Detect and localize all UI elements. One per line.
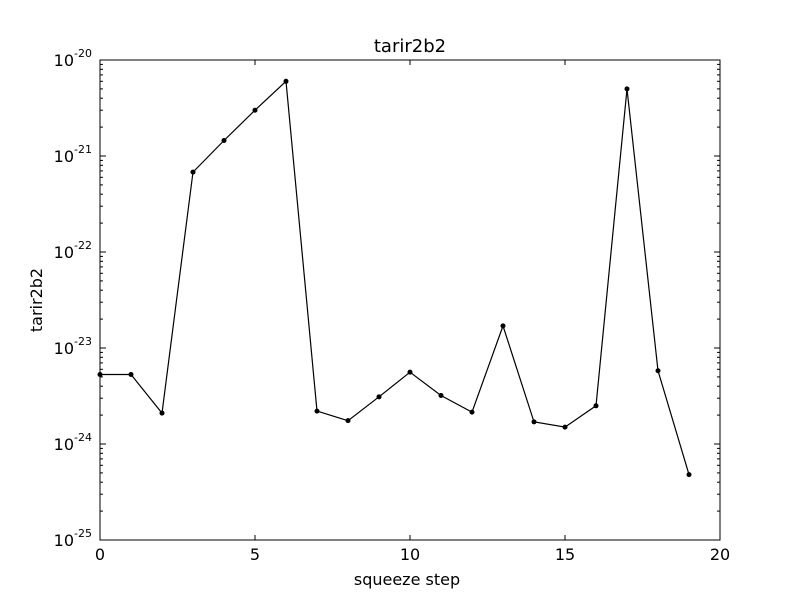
y-tick-base: 10	[54, 435, 74, 454]
data-point	[221, 138, 227, 144]
chart-title: tarir2b2	[374, 36, 446, 57]
data-point	[593, 403, 599, 409]
y-tick-exponent: -20	[74, 47, 92, 60]
data-point	[624, 86, 630, 92]
y-tick-label: 10-24	[54, 431, 92, 454]
data-point	[314, 408, 320, 414]
y-tick-exponent: -22	[74, 239, 92, 252]
x-tick-label: 0	[95, 545, 105, 564]
x-tick-label: 20	[710, 545, 730, 564]
data-point	[159, 410, 165, 416]
y-tick-label: 10-23	[54, 335, 92, 358]
x-tick-label: 5	[250, 545, 260, 564]
y-tick-exponent: -25	[74, 527, 92, 540]
data-point	[500, 323, 506, 329]
y-tick-label: 10-21	[54, 143, 92, 166]
y-tick-exponent: -23	[74, 335, 92, 348]
data-point	[438, 393, 444, 399]
y-tick-exponent: -24	[74, 431, 92, 444]
x-tick-label: 15	[555, 545, 575, 564]
series-line	[100, 80, 690, 475]
data-point	[655, 368, 661, 374]
data-point	[531, 419, 537, 425]
x-tick-label: 10	[400, 545, 420, 564]
data-point	[128, 371, 134, 377]
y-tick-base: 10	[54, 531, 74, 550]
y-tick-base: 10	[54, 243, 74, 262]
y-axis-label: tarir2b2	[27, 268, 46, 332]
y-tick-exponent: -21	[74, 143, 92, 156]
y-tick-base: 10	[54, 147, 74, 166]
data-point	[407, 369, 413, 375]
data-point	[252, 107, 258, 113]
y-tick-base: 10	[54, 51, 74, 70]
data-point	[190, 169, 196, 175]
x-axis-label: squeeze step	[354, 570, 460, 589]
x-axis: 0 5 10 15 20	[95, 60, 730, 564]
data-point	[469, 409, 475, 415]
series-layer	[97, 78, 692, 478]
y-tick-label: 10-22	[54, 239, 92, 262]
data-point	[376, 394, 382, 400]
data-point	[562, 424, 568, 430]
y-tick-label: 10-25	[54, 527, 92, 550]
data-point	[686, 472, 692, 478]
data-point	[283, 78, 289, 84]
y-tick-label: 10-20	[54, 47, 92, 70]
data-point	[345, 418, 351, 424]
data-point	[97, 371, 103, 377]
y-tick-base: 10	[54, 339, 74, 358]
